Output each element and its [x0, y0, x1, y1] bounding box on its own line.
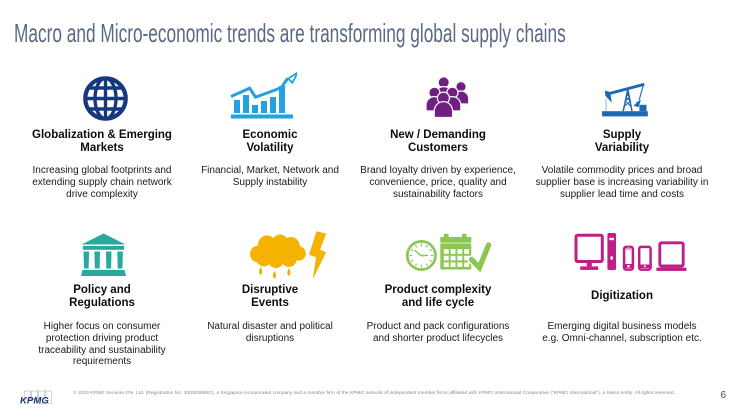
svg-text:KPMG: KPMG: [20, 396, 49, 407]
